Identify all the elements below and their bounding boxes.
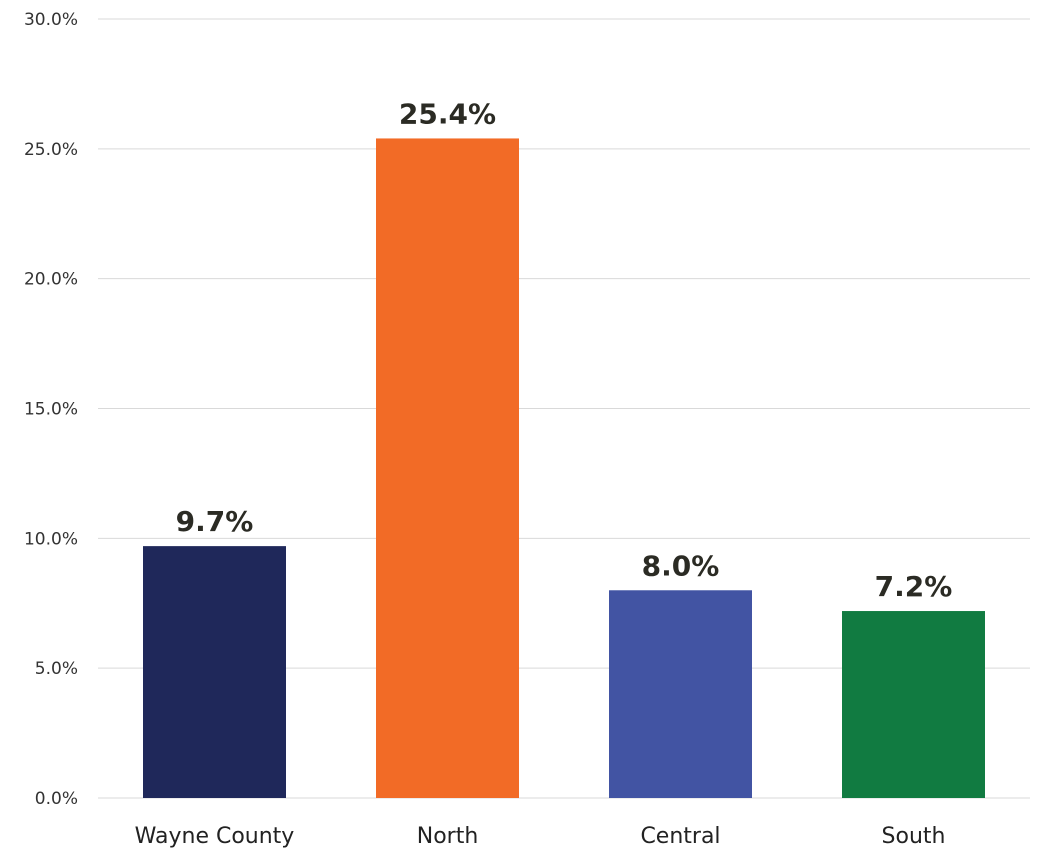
- y-tick-label: 5.0%: [35, 659, 78, 679]
- x-category-label: Wayne County: [135, 824, 295, 849]
- y-tick-label: 0.0%: [35, 789, 78, 809]
- data-label: 8.0%: [642, 549, 720, 582]
- data-label: 25.4%: [399, 97, 496, 130]
- data-label: 7.2%: [875, 570, 953, 603]
- data-label: 9.7%: [176, 505, 254, 538]
- x-category-label: South: [882, 824, 946, 849]
- y-axis-tick-labels: 0.0% 5.0% 10.0% 15.0% 20.0% 25.0% 30.0%: [24, 10, 78, 809]
- y-tick-label: 10.0%: [24, 529, 78, 549]
- y-tick-label: 20.0%: [24, 270, 78, 290]
- x-category-label: Central: [640, 824, 720, 849]
- y-tick-label: 25.0%: [24, 140, 78, 160]
- bar: [143, 546, 286, 798]
- y-tick-label: 15.0%: [24, 400, 78, 420]
- y-tick-label: 30.0%: [24, 10, 78, 30]
- x-category-label: North: [417, 824, 479, 849]
- bar: [609, 590, 752, 798]
- bar: [842, 611, 985, 798]
- bars: [143, 138, 985, 799]
- x-axis-category-labels: Wayne County North Central South: [135, 824, 946, 849]
- bar: [376, 138, 519, 799]
- data-labels: 9.7% 25.4% 8.0% 7.2%: [176, 97, 953, 603]
